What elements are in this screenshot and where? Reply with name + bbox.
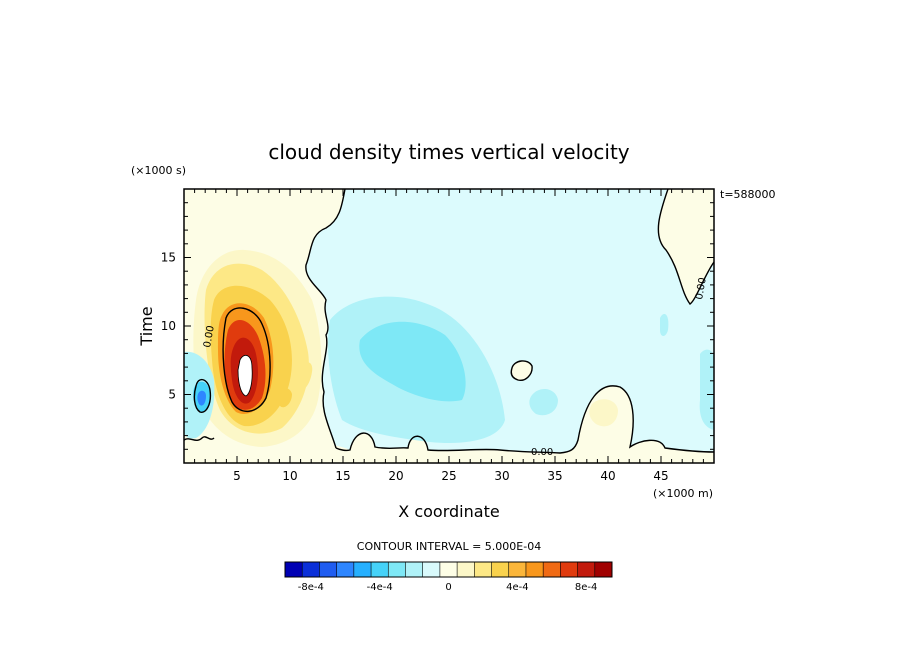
positive-tail-cell [298,362,313,391]
colorbar: -8e-4 -4e-4 0 4e-4 8e-4 [284,561,613,593]
x-tick-label: 10 [282,469,297,483]
colorbar-swatch [336,562,355,577]
y-tick-label: 10 [161,319,176,333]
x-tick-label: 30 [494,469,509,483]
y-tick-label: 15 [161,251,176,265]
zero-contour-right [657,189,714,305]
contour-label-left: 0.00 [202,325,217,349]
axis-ticks: 5 10 15 20 25 30 35 40 45 5 10 15 [161,189,714,483]
zero-contour-core [222,307,271,412]
y-axis-label: Time [137,306,156,346]
negative-level-2 [359,321,466,402]
x-tick-label: 15 [335,469,350,483]
colorbar-swatch [285,562,303,577]
colorbar-swatch [577,562,596,577]
colorbar-tick-label: 0 [445,582,451,593]
colorbar-swatch [319,562,338,577]
colorbar-swatch [302,562,320,577]
colorbar-frame [284,561,613,578]
x-axis-label: X coordinate [398,502,499,521]
colorbar-swatch [560,562,579,577]
negative-left-level-3 [197,390,206,406]
field-positive-bump [511,360,533,381]
colorbar-swatch [388,562,406,577]
time-stamp: t=588000 [720,188,776,201]
x-tick-label: 45 [653,469,668,483]
positive-secondary-cell [276,388,292,408]
y-tick-label: 5 [168,388,176,402]
zero-contours [184,189,714,454]
x-tick-label: 40 [600,469,615,483]
colorbar-swatch [371,562,389,577]
zero-contour-left [305,189,346,449]
plot-area: 0.00 0.00 0.00 [184,189,714,463]
zero-contour-bump [510,360,533,381]
field-positive-region-right [658,189,714,304]
colorbar-swatch [474,562,493,577]
negative-spot-edge [699,349,714,430]
colorbar-swatch [508,562,527,577]
colorbar-tick-label: 8e-4 [575,582,598,593]
x-units-label: (×1000 m) [653,487,713,500]
colorbar-tick-label: -4e-4 [367,582,393,593]
contour-label-bottom: 0.00 [531,447,553,458]
colorbar-swatch [491,562,510,577]
field-positive-bottom-strip [184,385,714,463]
x-tick-label: 20 [388,469,403,483]
positive-peak-blank [237,354,253,397]
zero-contour-lower-left [184,436,215,441]
colorbar-swatch [439,562,458,577]
contour-interval-text: CONTOUR INTERVAL = 5.000E-04 [357,540,541,553]
colorbar-swatch [422,562,441,577]
x-tick-label: 35 [547,469,562,483]
colorbar-tick-label: 4e-4 [506,582,529,593]
colorbar-swatch [594,562,613,577]
colorbar-tick-label: -8e-4 [298,582,324,593]
chart-title: cloud density times vertical velocity [268,140,629,164]
contour-label-right: 0.00 [694,277,709,301]
negative-band [328,296,714,444]
x-tick-label: 5 [233,469,241,483]
negative-spot-right [529,388,558,416]
zero-contour-left-cell [193,379,212,413]
colorbar-swatch [353,562,372,577]
colorbar-swatch [525,562,544,577]
positive-bump-cell [589,399,618,427]
y-units-label: (×1000 s) [131,164,186,177]
negative-left-cell [184,351,215,439]
negative-spot-far-right [660,314,669,336]
x-tick-label: 25 [441,469,456,483]
colorbar-swatch [543,562,561,577]
positive-core [193,249,618,447]
colorbar-swatch [405,562,424,577]
zero-contour-bottom [335,385,714,454]
colorbar-swatch [457,562,475,577]
